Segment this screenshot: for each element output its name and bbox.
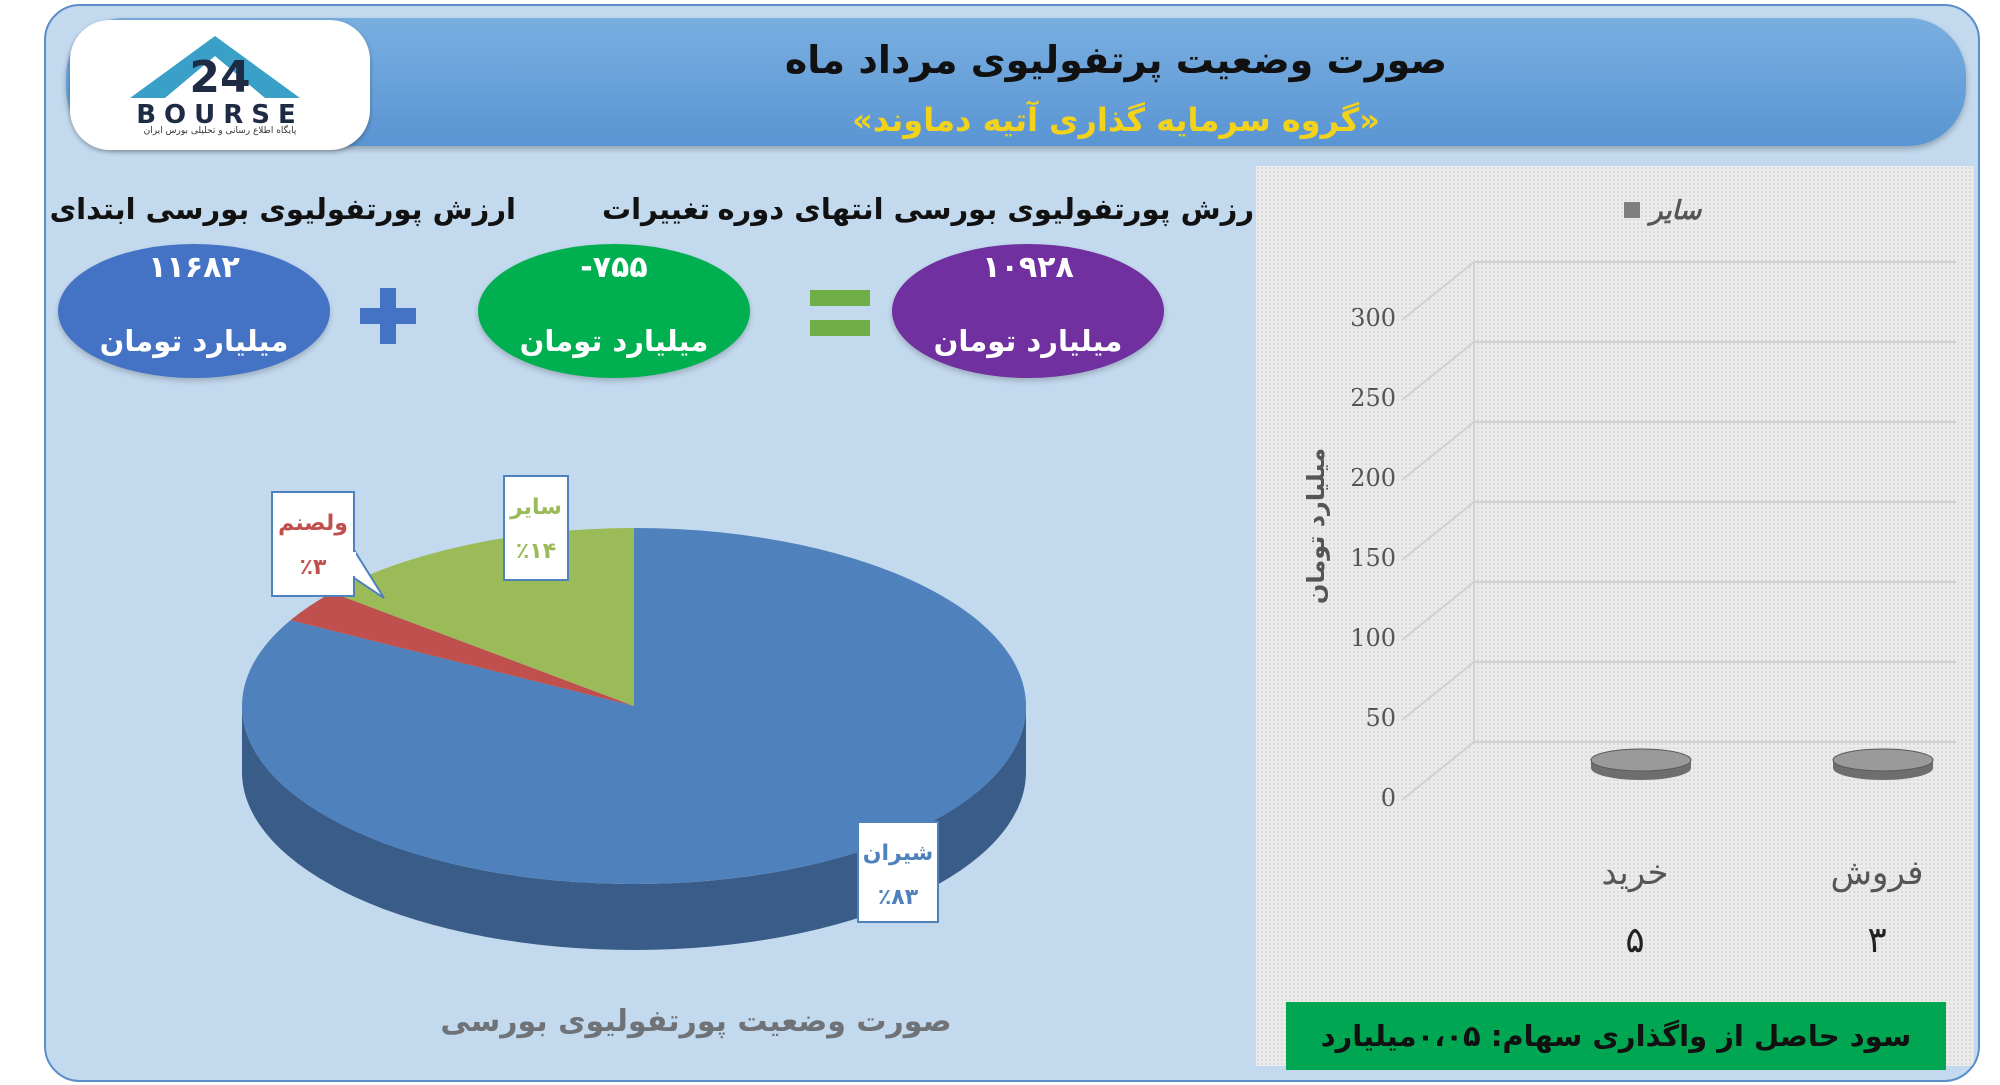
start-value-ellipse: ۱۱۶۸۲ میلیارد تومان [58, 244, 330, 378]
logo-tagline: پایگاه اطلاع رسانی و تحلیلی بورس ایران [143, 126, 297, 136]
logo-number: 24 [189, 52, 250, 103]
logo-mountain-icon: 24 [130, 36, 300, 103]
page-subtitle: «گروه سرمایه گذاری آتیه دماوند» [852, 101, 1380, 139]
x-category-label: فروش [1831, 853, 1924, 893]
x-category-count: ۳ [1867, 920, 1886, 961]
grid-diag [1401, 581, 1475, 641]
equals-icon [808, 288, 872, 344]
y-tick-label: 0 [1381, 784, 1396, 812]
x-category-count: ۵ [1625, 920, 1644, 961]
bar-1 [1832, 748, 1934, 780]
end-value-label: ارزش پورتفولیوی بورسی انتهای دوره [717, 192, 1264, 226]
start-unit: میلیارد تومان [99, 324, 289, 358]
pie-label-value: ٪۱۴ [516, 539, 556, 564]
logo-text: BOURSE [136, 100, 304, 130]
grid-diag [1401, 261, 1475, 321]
pie-chart: شیران ٪۸۳ ولصنم ٪۳ سایر ٪۱۴ [242, 475, 1027, 950]
legend-label: سایر [1646, 196, 1703, 226]
bar-legend: سایر [1624, 196, 1703, 226]
grid-diag [1401, 341, 1475, 401]
end-value-ellipse: صورت وضعیت پورتفولیوی بورسی ۱۰۹۲۸ میلیار… [892, 244, 1164, 378]
pie-label-0: شیران ٪۸۳ [857, 821, 939, 923]
x-category-label: خرید [1601, 853, 1668, 893]
bourse24-logo: 24 BOURSE پایگاه اطلاع رسانی و تحلیلی بو… [70, 20, 370, 150]
y-tick-label: 50 [1365, 704, 1396, 732]
end-unit: میلیارد تومان [933, 324, 1123, 358]
start-value-label: ارزش پورتفولیوی بورسی ابتدای دوره [46, 192, 516, 226]
y-tick-label: 150 [1350, 544, 1396, 572]
bar-0 [1590, 748, 1692, 780]
pie-label-name: سایر [509, 495, 562, 520]
pie-label-name: ولصنم [278, 511, 348, 536]
page-title: صورت وضعیت پرتفولیوی مرداد ماه [784, 38, 1448, 82]
dashboard-frame: صورت وضعیت پرتفولیوی مرداد ماه «گروه سرم… [44, 4, 1980, 1082]
pie-label-value: ٪۸۳ [878, 885, 919, 910]
pie-label-name: شیران [863, 841, 934, 866]
pie-chart-title: صورت وضعیت پورتفولیوی بورسی [440, 1004, 952, 1039]
change-unit: میلیارد تومان [519, 324, 709, 358]
change-label: تغییرات [601, 192, 711, 226]
change-ellipse: -۷۵۵ میلیارد تومان [478, 244, 750, 378]
y-tick-label: 300 [1350, 304, 1396, 332]
bar-chart-panel [1256, 166, 1974, 1066]
profit-note: سود حاصل از واگذاری سهام: ۰،۰۵میلیارد تو… [1286, 1002, 1946, 1070]
end-value-number: ۱۰۹۲۸ [982, 250, 1074, 285]
pie-label-value: ٪۳ [300, 555, 327, 580]
pie-side-0 [242, 706, 1026, 950]
header-banner: صورت وضعیت پرتفولیوی مرداد ماه «گروه سرم… [66, 18, 1966, 146]
grid-diag [1401, 501, 1475, 561]
plus-icon [356, 284, 420, 352]
y-tick-label: 100 [1350, 624, 1396, 652]
grid-diag [1401, 421, 1475, 481]
pie-label-2: سایر ٪۱۴ [503, 475, 569, 581]
y-tick-label: 250 [1350, 384, 1396, 412]
grid-diag [1401, 741, 1475, 801]
pie-slice-1 [290, 592, 634, 706]
start-value: ۱۱۶۸۲ [148, 250, 240, 285]
pie-label-1: ولصنم ٪۳ [271, 491, 385, 599]
grid-diag [1401, 661, 1475, 721]
change-value: -۷۵۵ [580, 250, 648, 285]
y-tick-label: 200 [1350, 464, 1396, 492]
y-axis-title: میلیارد تومان [1302, 448, 1330, 604]
bar-chart: 0 50 100 150 200 250 300 میلیارد تومان سایر خرید ۵… [1302, 196, 1956, 961]
